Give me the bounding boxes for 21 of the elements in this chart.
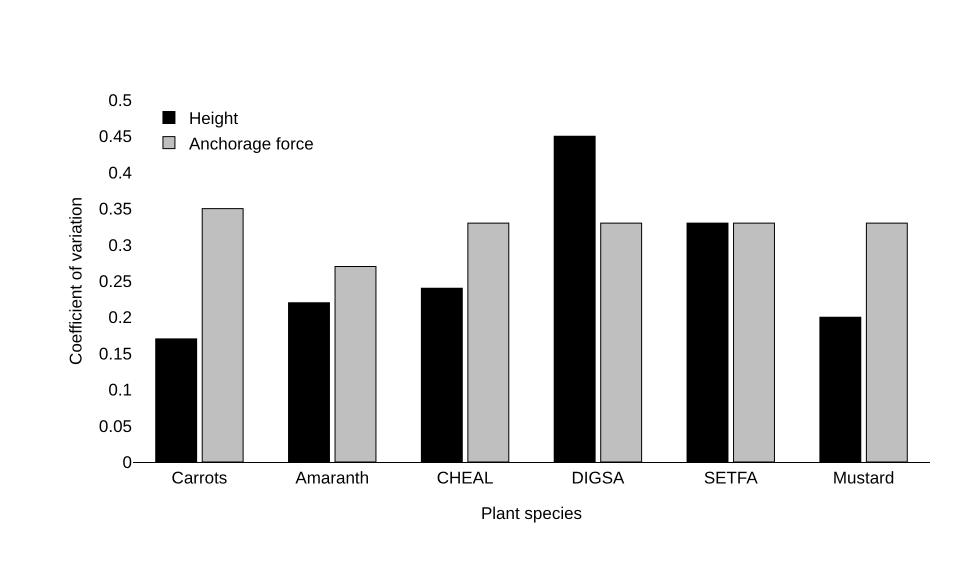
y-tick-label: 0.35 — [98, 200, 132, 219]
y-tick-label: 0.25 — [98, 272, 132, 291]
y-tick-label: 0.3 — [108, 236, 132, 255]
x-tick-label: Mustard — [832, 468, 894, 488]
x-tick-label: Carrots — [172, 468, 228, 488]
x-axis-title: Plant species — [480, 504, 582, 523]
y-tick-label: 0 — [122, 452, 132, 472]
x-tick-label: CHEAL — [436, 468, 494, 488]
y-tick-label: 0.4 — [108, 163, 132, 182]
x-tick-label: SETFA — [704, 468, 758, 488]
y-tick-label: 0.1 — [108, 380, 132, 400]
x-tick-label: DIGSA — [571, 468, 626, 488]
legend-label: Anchorage force — [188, 134, 314, 154]
y-axis-title: Coefficient of variation — [66, 197, 86, 365]
legend-label: Height — [188, 109, 238, 128]
y-tick-label: 0.45 — [98, 127, 132, 146]
y-tick-label: 0.5 — [108, 90, 132, 110]
y-tick-label: 0.05 — [98, 416, 132, 436]
y-tick-label: 0.2 — [108, 308, 132, 328]
y-tick-label: 0.15 — [98, 344, 132, 364]
x-tick-label: Amaranth — [295, 468, 370, 488]
